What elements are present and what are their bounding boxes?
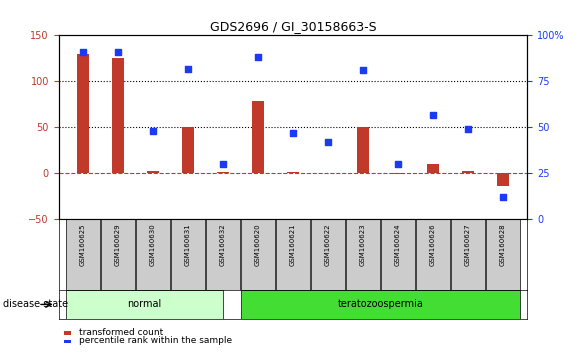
Text: GSM160629: GSM160629: [115, 223, 121, 266]
Text: percentile rank within the sample: percentile rank within the sample: [79, 336, 232, 346]
Bar: [392, 173, 404, 175]
Bar: [171, 219, 205, 290]
Point: [428, 112, 438, 118]
Point: [323, 139, 333, 145]
Bar: [416, 219, 449, 290]
Text: GSM160632: GSM160632: [220, 223, 226, 266]
Bar: [462, 171, 474, 173]
Bar: [206, 219, 240, 290]
Title: GDS2696 / GI_30158663-S: GDS2696 / GI_30158663-S: [210, 20, 376, 33]
Bar: [451, 219, 485, 290]
Point: [219, 161, 228, 167]
Text: GSM160621: GSM160621: [290, 223, 296, 266]
Bar: [357, 127, 369, 173]
Bar: [182, 127, 194, 173]
Text: GSM160623: GSM160623: [360, 223, 366, 266]
Text: GSM160630: GSM160630: [150, 223, 156, 266]
Text: GSM160622: GSM160622: [325, 223, 331, 266]
Text: teratozoospermia: teratozoospermia: [338, 299, 424, 309]
Bar: [66, 290, 223, 319]
Bar: [276, 219, 310, 290]
Text: GSM160626: GSM160626: [430, 223, 436, 266]
Bar: [147, 171, 159, 173]
Point: [183, 66, 193, 72]
Point: [393, 161, 403, 167]
Point: [464, 126, 473, 132]
Bar: [112, 58, 124, 173]
Bar: [287, 172, 299, 173]
Point: [148, 128, 158, 134]
Text: normal: normal: [127, 299, 161, 309]
Bar: [77, 54, 89, 173]
Text: GSM160627: GSM160627: [465, 223, 471, 266]
Text: GSM160628: GSM160628: [500, 223, 506, 266]
Point: [498, 195, 507, 200]
Bar: [101, 219, 135, 290]
Bar: [427, 164, 439, 173]
Point: [358, 68, 367, 73]
Point: [253, 55, 263, 60]
Bar: [137, 219, 170, 290]
Text: GSM160625: GSM160625: [80, 223, 86, 266]
Text: disease state: disease state: [3, 299, 68, 309]
Bar: [311, 219, 345, 290]
Bar: [486, 219, 520, 290]
Bar: [381, 219, 415, 290]
Bar: [252, 101, 264, 173]
Bar: [241, 219, 275, 290]
Point: [79, 49, 88, 55]
Bar: [497, 173, 509, 186]
Text: GSM160631: GSM160631: [185, 223, 191, 266]
Bar: [240, 290, 520, 319]
Point: [113, 49, 122, 55]
Text: GSM160624: GSM160624: [395, 223, 401, 266]
Text: transformed count: transformed count: [79, 327, 163, 337]
Bar: [217, 172, 229, 173]
Bar: [66, 219, 100, 290]
Point: [288, 130, 298, 136]
Text: GSM160620: GSM160620: [255, 223, 261, 266]
Bar: [346, 219, 380, 290]
